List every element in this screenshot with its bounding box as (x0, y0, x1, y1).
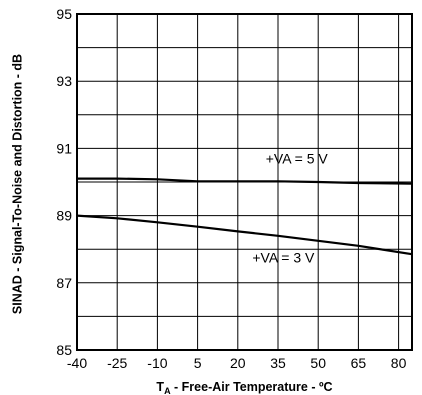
x-tick-label: 20 (230, 355, 246, 371)
x-tick-label: 65 (351, 355, 367, 371)
x-axis-title-rest: - Free-Air Temperature - ºC (171, 380, 333, 394)
x-tick-label: 50 (310, 355, 326, 371)
y-tick-label: 87 (56, 275, 72, 291)
series-line-1 (77, 177, 413, 185)
x-tick-label: 80 (391, 355, 407, 371)
y-tick-label: 91 (56, 140, 72, 156)
x-tick-label: -10 (147, 355, 167, 371)
y-tick-label: 85 (56, 342, 72, 358)
x-axis-title-main: T (156, 380, 164, 394)
y-tick-labels: 85 87 89 91 93 95 (56, 6, 72, 358)
curve-annotations: +VA = 5 V +VA = 3 V (252, 151, 328, 266)
y-axis-title: SINAD - Signal-To-Noise and Distortion -… (10, 54, 24, 314)
x-tick-labels: -40 -25 -10 5 20 35 50 65 80 (67, 355, 407, 371)
plot-frame (76, 13, 413, 351)
series-lines (76, 177, 413, 256)
series-line-2 (76, 214, 413, 256)
y-tick-label: 95 (56, 6, 72, 22)
x-tick-label: 35 (270, 355, 286, 371)
x-tick-label: -25 (107, 355, 127, 371)
curve-annotation: +VA = 5 V (266, 151, 329, 167)
y-tick-label: 93 (56, 73, 72, 89)
x-tick-label: -40 (67, 355, 87, 371)
y-tick-label: 89 (56, 208, 72, 224)
x-axis-title-subscript: A (164, 386, 171, 395)
curve-annotation: +VA = 3 V (252, 250, 315, 266)
x-axis-title: TA - Free-Air Temperature - ºC (156, 380, 332, 395)
x-tick-label: 5 (194, 355, 202, 371)
